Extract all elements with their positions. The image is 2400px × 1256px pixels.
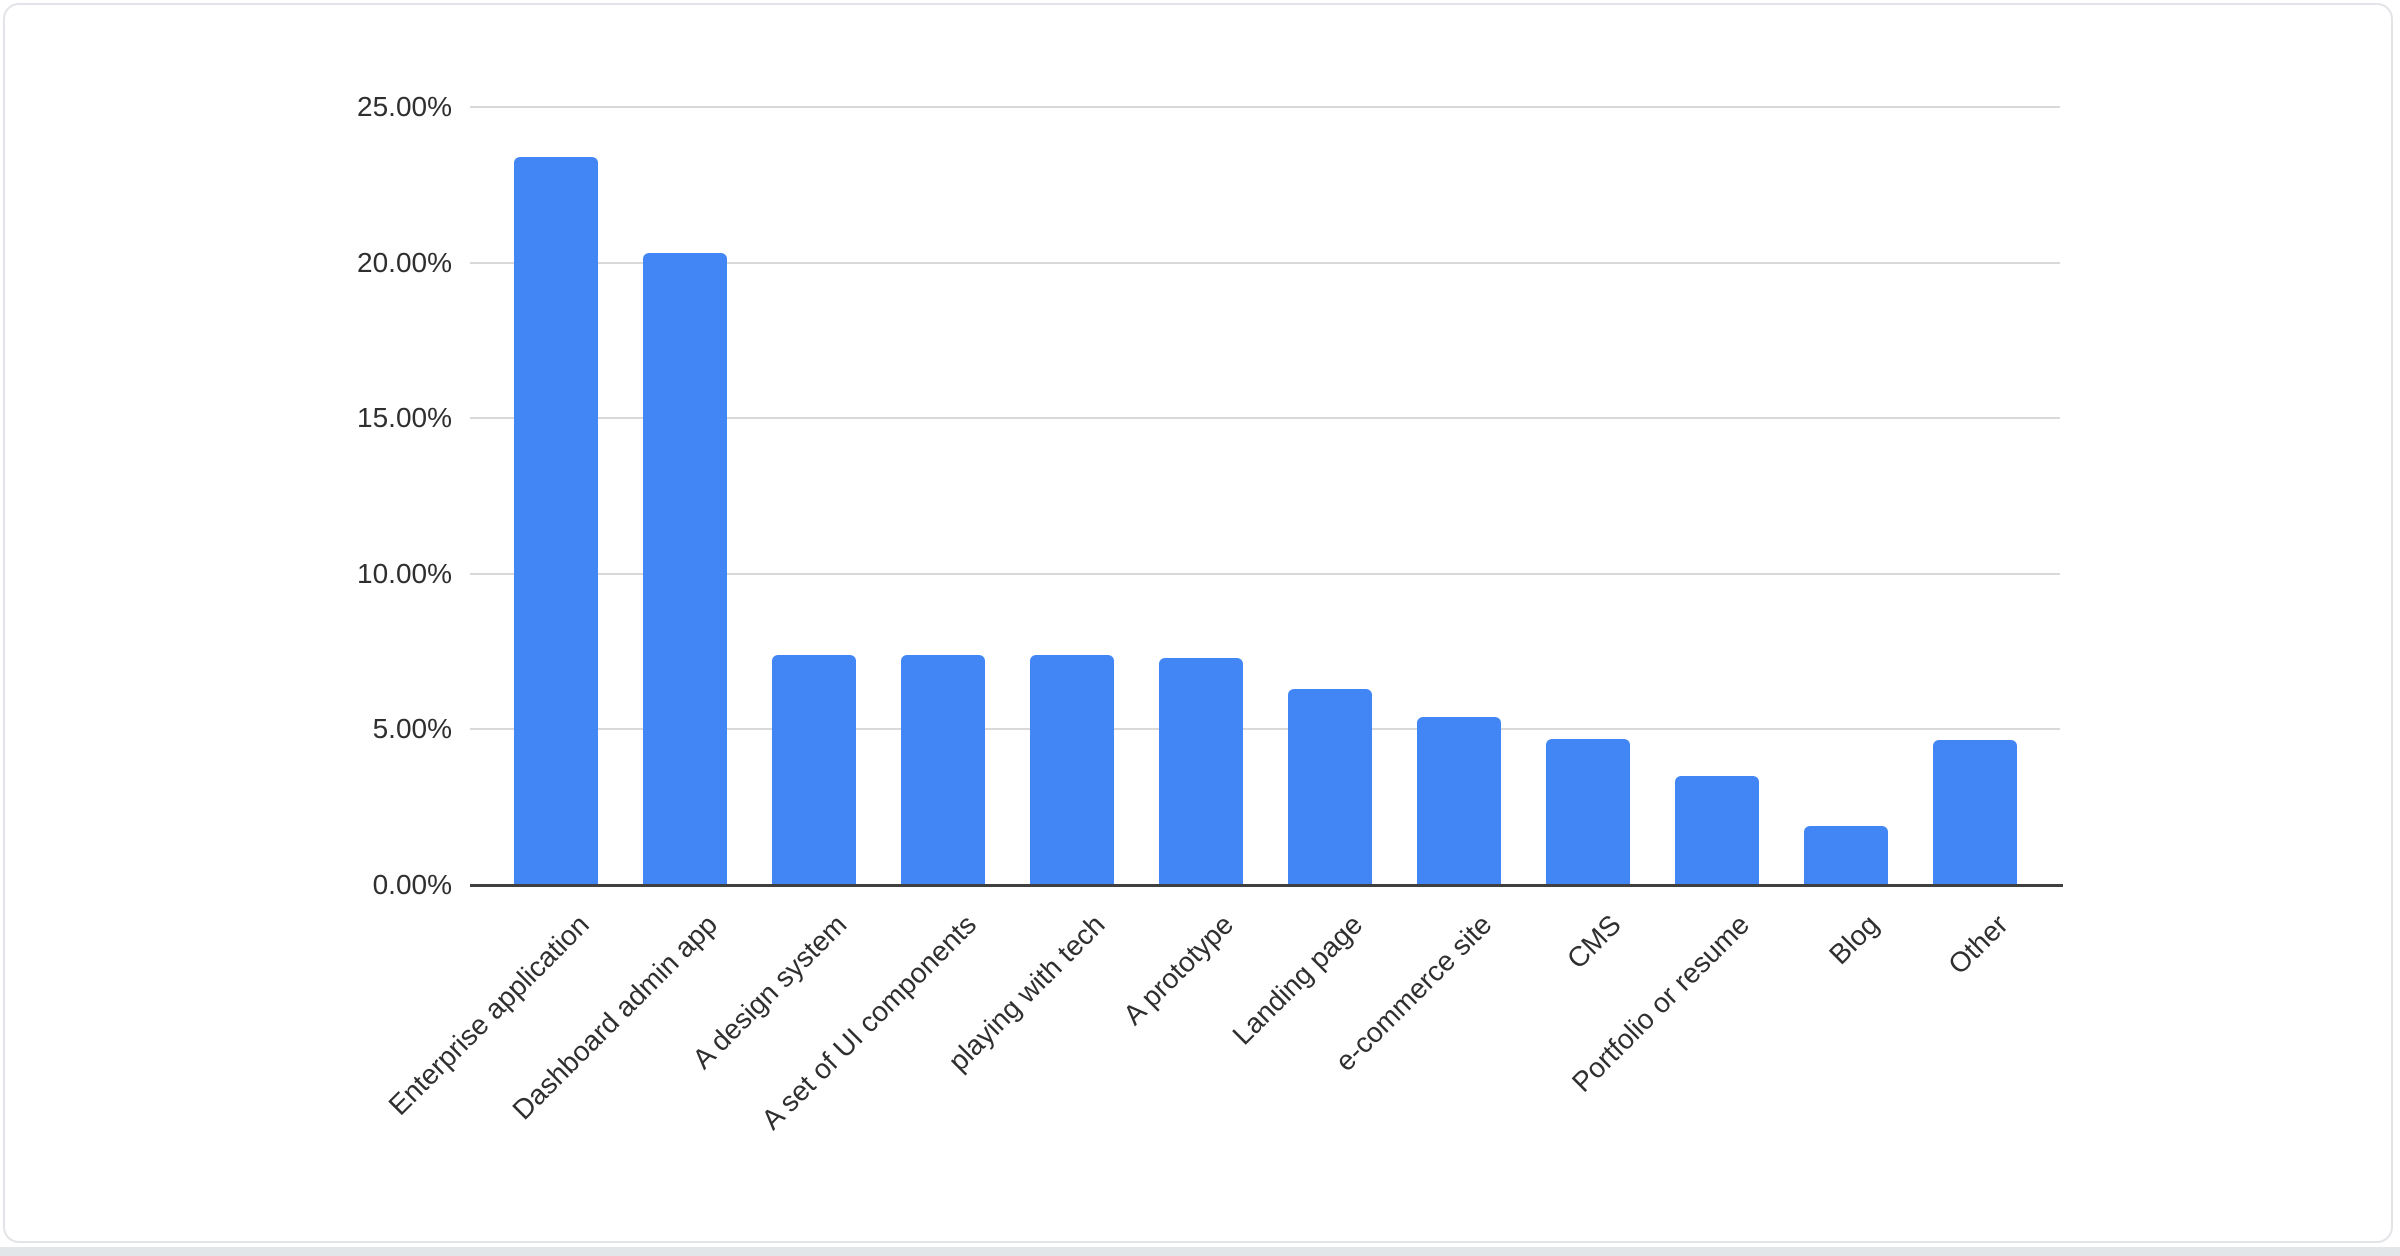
- bar-other[interactable]: [1933, 740, 2017, 885]
- y-axis-tick-label: 0.00%: [372, 869, 452, 900]
- x-axis-tick-label: A set of UI components: [754, 908, 982, 1136]
- x-axis-tick-label: Landing page: [1226, 908, 1369, 1051]
- gridline-20.00%: [470, 261, 2060, 264]
- bar-enterprise-application[interactable]: [514, 156, 598, 885]
- y-axis-tick-label: 15.00%: [357, 402, 452, 434]
- chart-card: [3, 3, 2393, 1243]
- bar-a-design-system[interactable]: [772, 654, 856, 885]
- gridline-10.00%: [470, 572, 2060, 575]
- bar-dashboard-admin-app[interactable]: [643, 253, 727, 885]
- bar-cms[interactable]: [1546, 738, 1630, 885]
- bar-e-commerce-site[interactable]: [1417, 716, 1501, 885]
- y-axis-tick-label: 25.00%: [357, 91, 452, 122]
- x-axis-tick-label: A prototype: [1117, 908, 1240, 1031]
- y-axis-tick-label: 20.00%: [357, 246, 452, 278]
- x-axis-tick-label: Other: [1942, 908, 2014, 981]
- gridline-25.00%: [470, 106, 2060, 108]
- gridline-5.00%: [470, 728, 2060, 731]
- y-axis-tick-label: 5.00%: [372, 713, 452, 745]
- bar-landing-page[interactable]: [1288, 688, 1372, 885]
- x-axis-line: [470, 883, 2063, 887]
- bar-blog[interactable]: [1804, 825, 1888, 885]
- bar-a-prototype[interactable]: [1159, 657, 1243, 885]
- page-bottom-strip: [0, 1247, 2400, 1256]
- bar-playing-with-tech[interactable]: [1030, 654, 1114, 885]
- bar-a-set-of-ui-components[interactable]: [901, 654, 985, 885]
- bar-portfolio-or-resume[interactable]: [1675, 776, 1759, 885]
- y-axis-tick-label: 10.00%: [357, 557, 452, 589]
- x-axis-tick-label: Blog: [1823, 908, 1885, 971]
- x-axis-tick-label: CMS: [1560, 908, 1627, 975]
- gridline-15.00%: [470, 417, 2060, 420]
